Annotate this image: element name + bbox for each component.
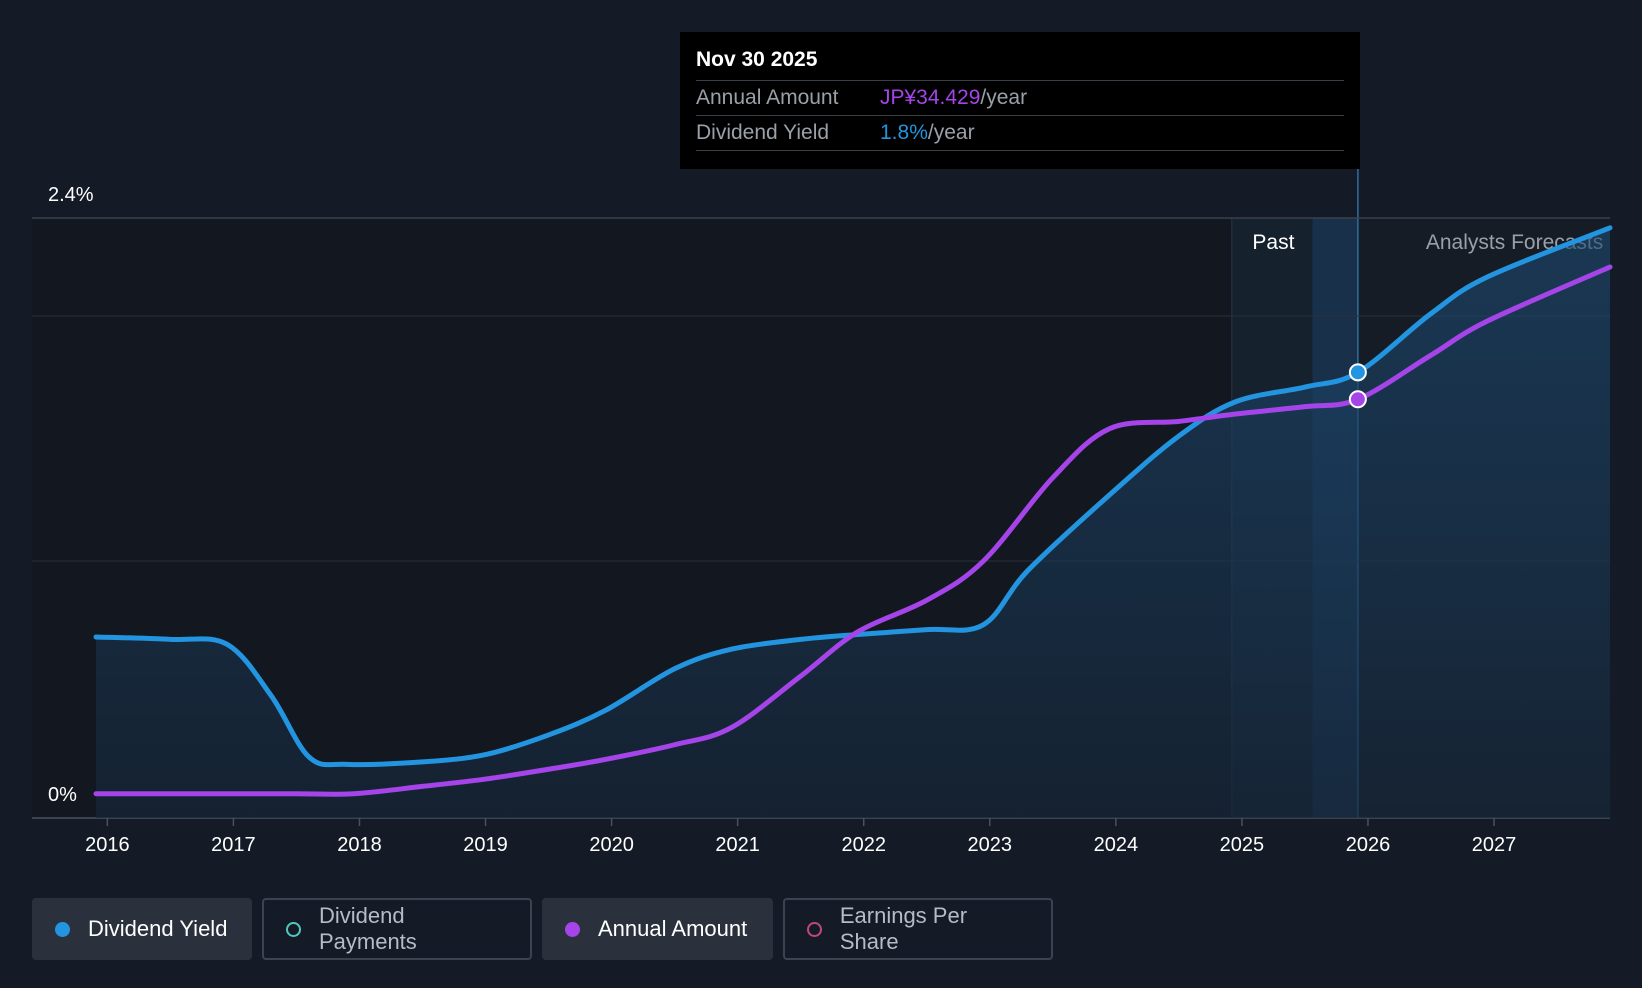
legend-ring-icon bbox=[286, 921, 301, 937]
x-tick-label: 2027 bbox=[1472, 834, 1517, 856]
legend-label: Annual Amount bbox=[598, 916, 748, 941]
dividend-yield-line bbox=[93, 225, 1613, 768]
yield-area bbox=[96, 227, 1610, 819]
x-tick-label: 2018 bbox=[337, 834, 382, 856]
tooltip-yield-row: Dividend Yield 1.8% /year bbox=[696, 116, 1344, 151]
legend-dot-icon bbox=[55, 921, 70, 937]
tooltip-amount-value: JP¥34.429 bbox=[880, 86, 981, 109]
tooltip-yield-value: 1.8% bbox=[880, 121, 928, 144]
yield-marker bbox=[1348, 363, 1367, 382]
legend-dividend-yield[interactable]: Dividend Yield bbox=[32, 898, 252, 960]
tooltip-yield-unit: /year bbox=[927, 121, 975, 144]
legend-annual-amount[interactable]: Annual Amount bbox=[542, 898, 773, 960]
tooltip-date: Nov 30 2025 bbox=[696, 46, 1344, 81]
tooltip-amount-label: Annual Amount bbox=[696, 86, 839, 109]
legend-label: Dividend Yield bbox=[88, 916, 228, 941]
y-tick-label: 0% bbox=[48, 784, 77, 806]
x-tick-label: 2024 bbox=[1094, 834, 1139, 856]
legend-label: Dividend Payments bbox=[318, 903, 417, 954]
x-tick-label: 2025 bbox=[1220, 834, 1265, 856]
tooltip: Nov 30 2025 Annual Amount JP¥34.429 /yea… bbox=[680, 32, 1360, 169]
amount-marker bbox=[1348, 390, 1367, 409]
legend-dividend-payments[interactable]: Dividend Payments bbox=[262, 898, 532, 960]
x-tick-label: 2026 bbox=[1346, 834, 1391, 856]
legend-label: Earnings Per Share bbox=[839, 903, 968, 954]
x-tick-label: 2020 bbox=[589, 834, 634, 856]
legend-ring-icon bbox=[807, 921, 822, 937]
tooltip-amount-row: Annual Amount JP¥34.429 /year bbox=[696, 81, 1344, 116]
legend-dot-icon bbox=[565, 921, 580, 937]
x-tick-label: 2021 bbox=[715, 834, 760, 856]
legend: Dividend Yield Dividend Payments Annual … bbox=[32, 898, 1053, 960]
x-tick-label: 2023 bbox=[968, 834, 1013, 856]
legend-earnings-per-share[interactable]: Earnings Per Share bbox=[783, 898, 1053, 960]
tooltip-amount-unit: /year bbox=[980, 86, 1028, 109]
annual-amount-line bbox=[93, 264, 1613, 797]
tooltip-yield-label: Dividend Yield bbox=[696, 121, 830, 144]
x-tick-label: 2019 bbox=[463, 834, 508, 856]
past-label: Past bbox=[1252, 231, 1294, 254]
y-tick-label: 2.4% bbox=[48, 184, 94, 206]
x-tick-label: 2022 bbox=[841, 834, 886, 856]
x-tick-label: 2017 bbox=[211, 834, 256, 856]
x-tick-label: 2016 bbox=[85, 834, 130, 856]
